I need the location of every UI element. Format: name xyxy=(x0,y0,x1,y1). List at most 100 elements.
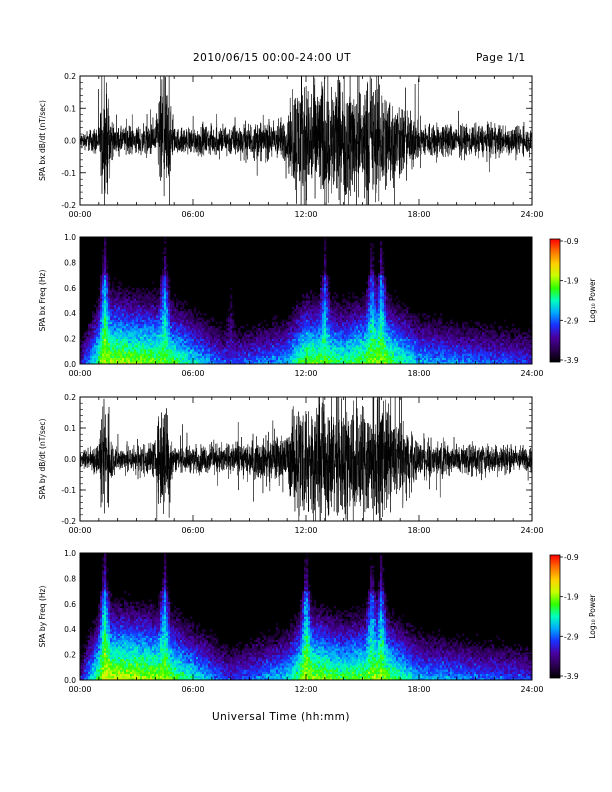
spectrogram-cell xyxy=(134,317,137,320)
spectrogram-cell xyxy=(150,351,153,354)
spectrogram-cell xyxy=(368,306,371,310)
spectrogram-cell xyxy=(194,332,197,335)
spectrogram-cell xyxy=(248,334,251,337)
spectrogram-cell xyxy=(300,340,303,344)
spectrogram-cell xyxy=(266,338,269,342)
spectrogram-cell xyxy=(378,275,381,278)
spectrogram-cell xyxy=(390,311,393,314)
spectrogram-cell xyxy=(186,332,189,335)
spectrogram-cell xyxy=(228,308,231,312)
spectrogram-cell xyxy=(142,336,145,339)
spectrogram-cell xyxy=(136,317,139,320)
spectrogram-cell xyxy=(256,330,259,333)
spectrogram-cell xyxy=(366,281,369,284)
spectrogram-cell xyxy=(230,287,233,291)
spectrogram-cell xyxy=(366,292,369,295)
spectrogram-cell xyxy=(308,330,311,333)
spectrogram-cell xyxy=(236,349,239,352)
spectrogram-cell xyxy=(408,344,411,348)
spectrogram-cell xyxy=(312,304,315,308)
spectrogram-cell xyxy=(320,330,323,333)
spectrogram-cell xyxy=(318,300,321,303)
spectrogram-cell xyxy=(368,308,371,312)
spectrogram-cell xyxy=(310,300,313,303)
spectrogram-cell xyxy=(302,304,305,308)
spectrogram-cell xyxy=(396,330,399,333)
spectrogram-cell xyxy=(146,296,149,299)
spectrogram-cell xyxy=(406,328,409,331)
spectrogram-cell xyxy=(396,304,399,308)
spectrogram-cell xyxy=(294,338,297,342)
spectrogram-cell xyxy=(332,349,335,352)
spectrogram-cell xyxy=(146,344,149,348)
spectrogram-cell xyxy=(132,294,135,297)
spectrogram-cell xyxy=(320,281,323,284)
spectrogram-cell xyxy=(390,319,393,322)
spectrogram-cell xyxy=(108,319,111,322)
spectrogram-cell xyxy=(162,330,165,333)
spectrogram-cell xyxy=(134,349,137,352)
spectrogram-cell xyxy=(152,328,155,331)
spectrogram-cell xyxy=(176,340,179,344)
spectrogram-cell xyxy=(290,344,293,348)
spectrogram-cell xyxy=(102,308,105,312)
spectrogram-cell xyxy=(376,344,379,348)
spectrogram-cell xyxy=(214,330,217,333)
spectrogram-cell xyxy=(292,325,295,329)
spectrogram-cell xyxy=(328,319,331,322)
spectrogram-cell xyxy=(96,351,99,354)
spectrogram-cell xyxy=(86,336,89,339)
spectrogram-cell xyxy=(332,304,335,308)
spectrogram-cell xyxy=(294,325,297,329)
spectrogram-cell xyxy=(376,351,379,354)
spectrogram-cell xyxy=(354,349,357,352)
spectrogram-cell xyxy=(268,349,271,352)
spectrogram-cell xyxy=(334,347,337,350)
spectrogram-cell xyxy=(178,313,181,316)
spectrogram-cell xyxy=(122,351,125,354)
spectrogram-cell xyxy=(324,258,327,261)
spectrogram-cell xyxy=(324,239,327,242)
spectrogram-cell xyxy=(132,338,135,342)
spectrogram-cell xyxy=(136,361,139,365)
spectrogram-cell xyxy=(258,353,261,356)
spectrogram-cell xyxy=(370,298,373,301)
spectrogram-cell xyxy=(378,315,381,318)
spectrogram-cell xyxy=(326,289,329,293)
spectrogram-cell xyxy=(220,332,223,335)
spectrogram-cell xyxy=(318,315,321,318)
spectrogram-cell xyxy=(396,361,399,365)
spectrogram-cell xyxy=(130,351,133,354)
y-tick-label: 0.1 xyxy=(64,104,76,113)
spectrogram-cell xyxy=(108,283,111,286)
spectrogram-cell xyxy=(384,355,387,358)
spectrogram-cell xyxy=(344,344,347,348)
spectrogram-cell xyxy=(326,304,329,308)
spectrogram-cell xyxy=(362,344,365,348)
spectrogram-cell xyxy=(102,260,105,263)
spectrogram-cell xyxy=(228,344,231,348)
spectrogram-cell xyxy=(114,323,117,327)
spectrogram-cell xyxy=(144,342,147,346)
spectrogram-cell xyxy=(324,340,327,344)
spectrogram-cell xyxy=(184,323,187,327)
spectrogram-cell xyxy=(292,334,295,337)
spectrogram-cell xyxy=(120,330,123,333)
spectrogram-cell xyxy=(264,353,267,356)
spectrogram-cell xyxy=(260,344,263,348)
spectrogram-cell xyxy=(334,317,337,320)
spectrogram-cell xyxy=(362,315,365,318)
spectrogram-cell xyxy=(148,332,151,335)
spectrogram-cell xyxy=(250,332,253,335)
spectrogram-cell xyxy=(386,340,389,344)
spectrogram-cell xyxy=(202,332,205,335)
spectrogram-cell xyxy=(222,353,225,356)
spectrogram-cell xyxy=(318,353,321,356)
spectrogram-cell xyxy=(180,361,183,365)
spectrogram-cell xyxy=(110,319,113,322)
spectrogram-cell xyxy=(384,311,387,314)
spectrogram-cell xyxy=(202,349,205,352)
spectrogram-cell xyxy=(124,342,127,346)
spectrogram-cell xyxy=(392,304,395,308)
spectrogram-cell xyxy=(112,302,115,306)
